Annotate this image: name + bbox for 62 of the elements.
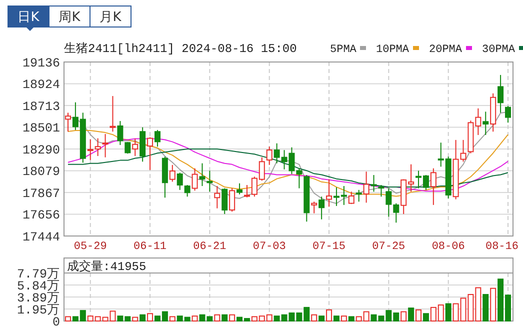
y-tick-label: 18079 [22,165,60,180]
candlestick [482,111,489,136]
y-tick-label: 18290 [22,143,60,158]
x-tick-label: 06-21 [193,241,227,253]
bar [445,303,452,322]
x-tick-label: 05-29 [74,241,107,253]
y-tick-label: 3.89万 [16,291,60,306]
x-tick-label: 07-03 [252,241,286,253]
bar [65,316,71,322]
bar [416,309,422,322]
bar [140,314,146,322]
bar [214,314,220,322]
y-tick-label: 18713 [22,100,60,114]
y-tick-label: 19136 [22,56,60,70]
y-tick-label: 5.84万 [16,279,60,294]
candlestick [206,170,213,192]
x-tick-label: 06-11 [134,241,167,253]
bar [482,294,489,322]
legend-label: 5PMA [330,44,357,56]
candlestick [199,162,206,187]
x-tick-label: 07-15 [312,241,346,253]
x-tick-label: 07-25 [372,241,406,253]
bar [490,288,496,322]
y-tick-label: 18924 [22,78,60,92]
bar [318,316,325,322]
y-tick-label: 18501 [22,122,60,136]
candlestick [214,186,220,209]
candlestick [132,138,138,156]
text: 日K [18,10,40,25]
candlestick [363,171,370,204]
x-tick-label: 08-16 [485,241,519,253]
y-tick-label: 17867 [22,186,60,201]
bar [400,311,407,322]
text: 周K [58,10,81,25]
bar [229,314,236,322]
x-tick-label: 08-06 [432,241,465,253]
bar [147,313,154,322]
y-tick-label: 17656 [22,208,60,223]
bar [348,316,354,322]
bar [222,314,228,322]
y-tick-label: 7.79万 [16,267,60,282]
candlestick [117,120,124,146]
bar [311,314,318,322]
bar [132,316,138,322]
text: 月K [100,10,122,25]
bar [192,316,198,322]
y-tick-label: 17444 [22,230,60,244]
y-tick-label: 1.95万 [16,303,60,318]
candlestick [102,133,108,158]
legend-label: 30PMA [482,44,516,56]
candlestick [498,74,504,114]
legend-label: 10PMA [376,44,410,56]
bar [422,313,429,322]
bar [340,316,347,322]
bar [169,316,176,322]
bar [333,316,340,322]
y-tick-label: 0 [52,315,60,329]
chart-title: 生猪2411[lh2411] 2024-08-16 15:00 [64,42,297,56]
legend-label: 20PMA [429,44,462,56]
chart-title: 成交量:41955 [67,259,146,274]
bar [326,309,332,322]
bar [408,308,414,322]
